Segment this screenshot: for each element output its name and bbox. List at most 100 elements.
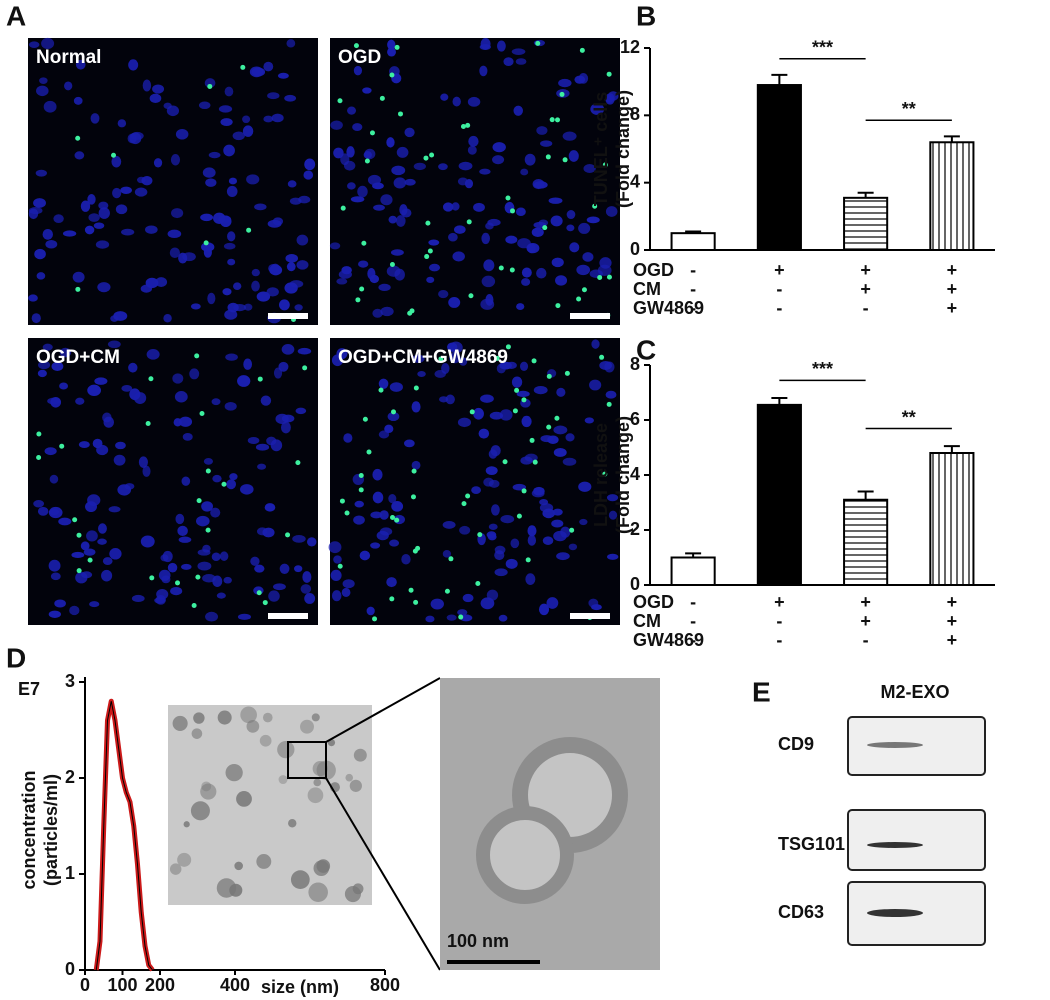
nucleus [287, 180, 297, 188]
nucleus [521, 278, 531, 286]
nucleus [167, 229, 182, 239]
nucleus [162, 550, 173, 563]
tunel-cell [602, 471, 608, 477]
nucleus [51, 361, 64, 371]
nucleus [471, 486, 481, 494]
nucleus [233, 282, 242, 290]
condition-name: CM [633, 611, 661, 631]
vesicle [200, 783, 217, 800]
condition-value: + [860, 611, 871, 631]
tunel-cell [407, 310, 413, 316]
scale-bar [570, 313, 610, 319]
nucleus [140, 535, 155, 548]
nucleus [94, 377, 108, 385]
nucleus [174, 391, 188, 403]
vesicle [262, 712, 273, 723]
significance-label: ** [902, 99, 916, 119]
nucleus [75, 397, 85, 405]
nucleus [606, 494, 619, 502]
nucleus [240, 484, 254, 495]
nucleus [526, 243, 540, 254]
nucleus [103, 416, 115, 428]
nucleus [329, 242, 341, 250]
nucleus [242, 115, 251, 124]
y-tick-label: 0 [630, 239, 640, 259]
tunel-cell [555, 303, 561, 309]
tunel-cell [389, 72, 395, 78]
nucleus [175, 128, 189, 140]
nucleus [190, 303, 201, 310]
tunel-cell [549, 117, 555, 123]
nucleus [458, 161, 473, 171]
tunel-cell [390, 515, 396, 521]
nucleus [170, 154, 181, 166]
nucleus [353, 65, 363, 76]
tunel-cell [465, 493, 471, 499]
y-tick-label: 6 [630, 409, 640, 429]
nucleus [270, 439, 283, 452]
nucleus [440, 93, 449, 101]
tunel-cell [532, 459, 538, 465]
nucleus [489, 411, 504, 420]
nucleus [281, 344, 295, 355]
nucleus [452, 96, 461, 107]
nucleus [372, 468, 383, 481]
nucleus [286, 262, 296, 272]
vesicle [300, 719, 314, 734]
vesicle [169, 863, 182, 875]
significance-label: *** [812, 38, 833, 58]
nucleus [496, 363, 506, 374]
bar [756, 84, 802, 251]
nucleus [53, 214, 64, 224]
nucleus [142, 79, 152, 92]
nucleus [428, 263, 441, 272]
nucleus [198, 101, 211, 110]
nucleus [490, 445, 501, 457]
tunel-cell [429, 152, 435, 158]
nucleus [499, 409, 513, 421]
blot-title: M2-EXO [880, 682, 949, 702]
tunel-cell [196, 498, 202, 504]
tunel-cell [475, 580, 481, 586]
zoom-line [325, 777, 441, 971]
nucleus [336, 348, 348, 360]
nucleus [380, 194, 393, 206]
vesicle [308, 882, 328, 903]
nucleus [386, 137, 395, 148]
vesicle [225, 764, 243, 782]
tunel-cell [175, 580, 181, 586]
nucleus [117, 119, 127, 128]
nucleus [227, 231, 236, 242]
nucleus [242, 125, 254, 137]
nucleus [430, 598, 444, 610]
size-distribution [93, 698, 155, 972]
tunel-cell [262, 600, 268, 606]
nucleus [212, 474, 222, 483]
nucleus [457, 609, 468, 616]
nucleus [411, 460, 421, 470]
nucleus [80, 541, 90, 551]
tunel-cell [285, 532, 291, 538]
nucleus [171, 208, 184, 219]
tunel-cell [531, 358, 537, 364]
nucleus [511, 48, 526, 55]
tunel-cell [592, 203, 598, 209]
nucleus [388, 494, 397, 504]
nucleus [347, 106, 357, 115]
y-multiplier: E7 [18, 679, 40, 699]
nucleus [83, 548, 96, 556]
nucleus [225, 353, 238, 361]
tunel-cell [221, 481, 227, 487]
tunel-cell [460, 124, 466, 130]
nucleus [170, 586, 183, 596]
y-tick-label: 0 [630, 574, 640, 594]
nucleus [591, 604, 602, 611]
nucleus [491, 504, 500, 516]
tunel-cell [340, 205, 346, 211]
nucleus [411, 401, 421, 413]
nucleus [237, 613, 252, 620]
nucleus [279, 299, 290, 311]
nucleus [516, 303, 525, 310]
nucleus [479, 168, 491, 175]
nucleus [267, 92, 280, 100]
